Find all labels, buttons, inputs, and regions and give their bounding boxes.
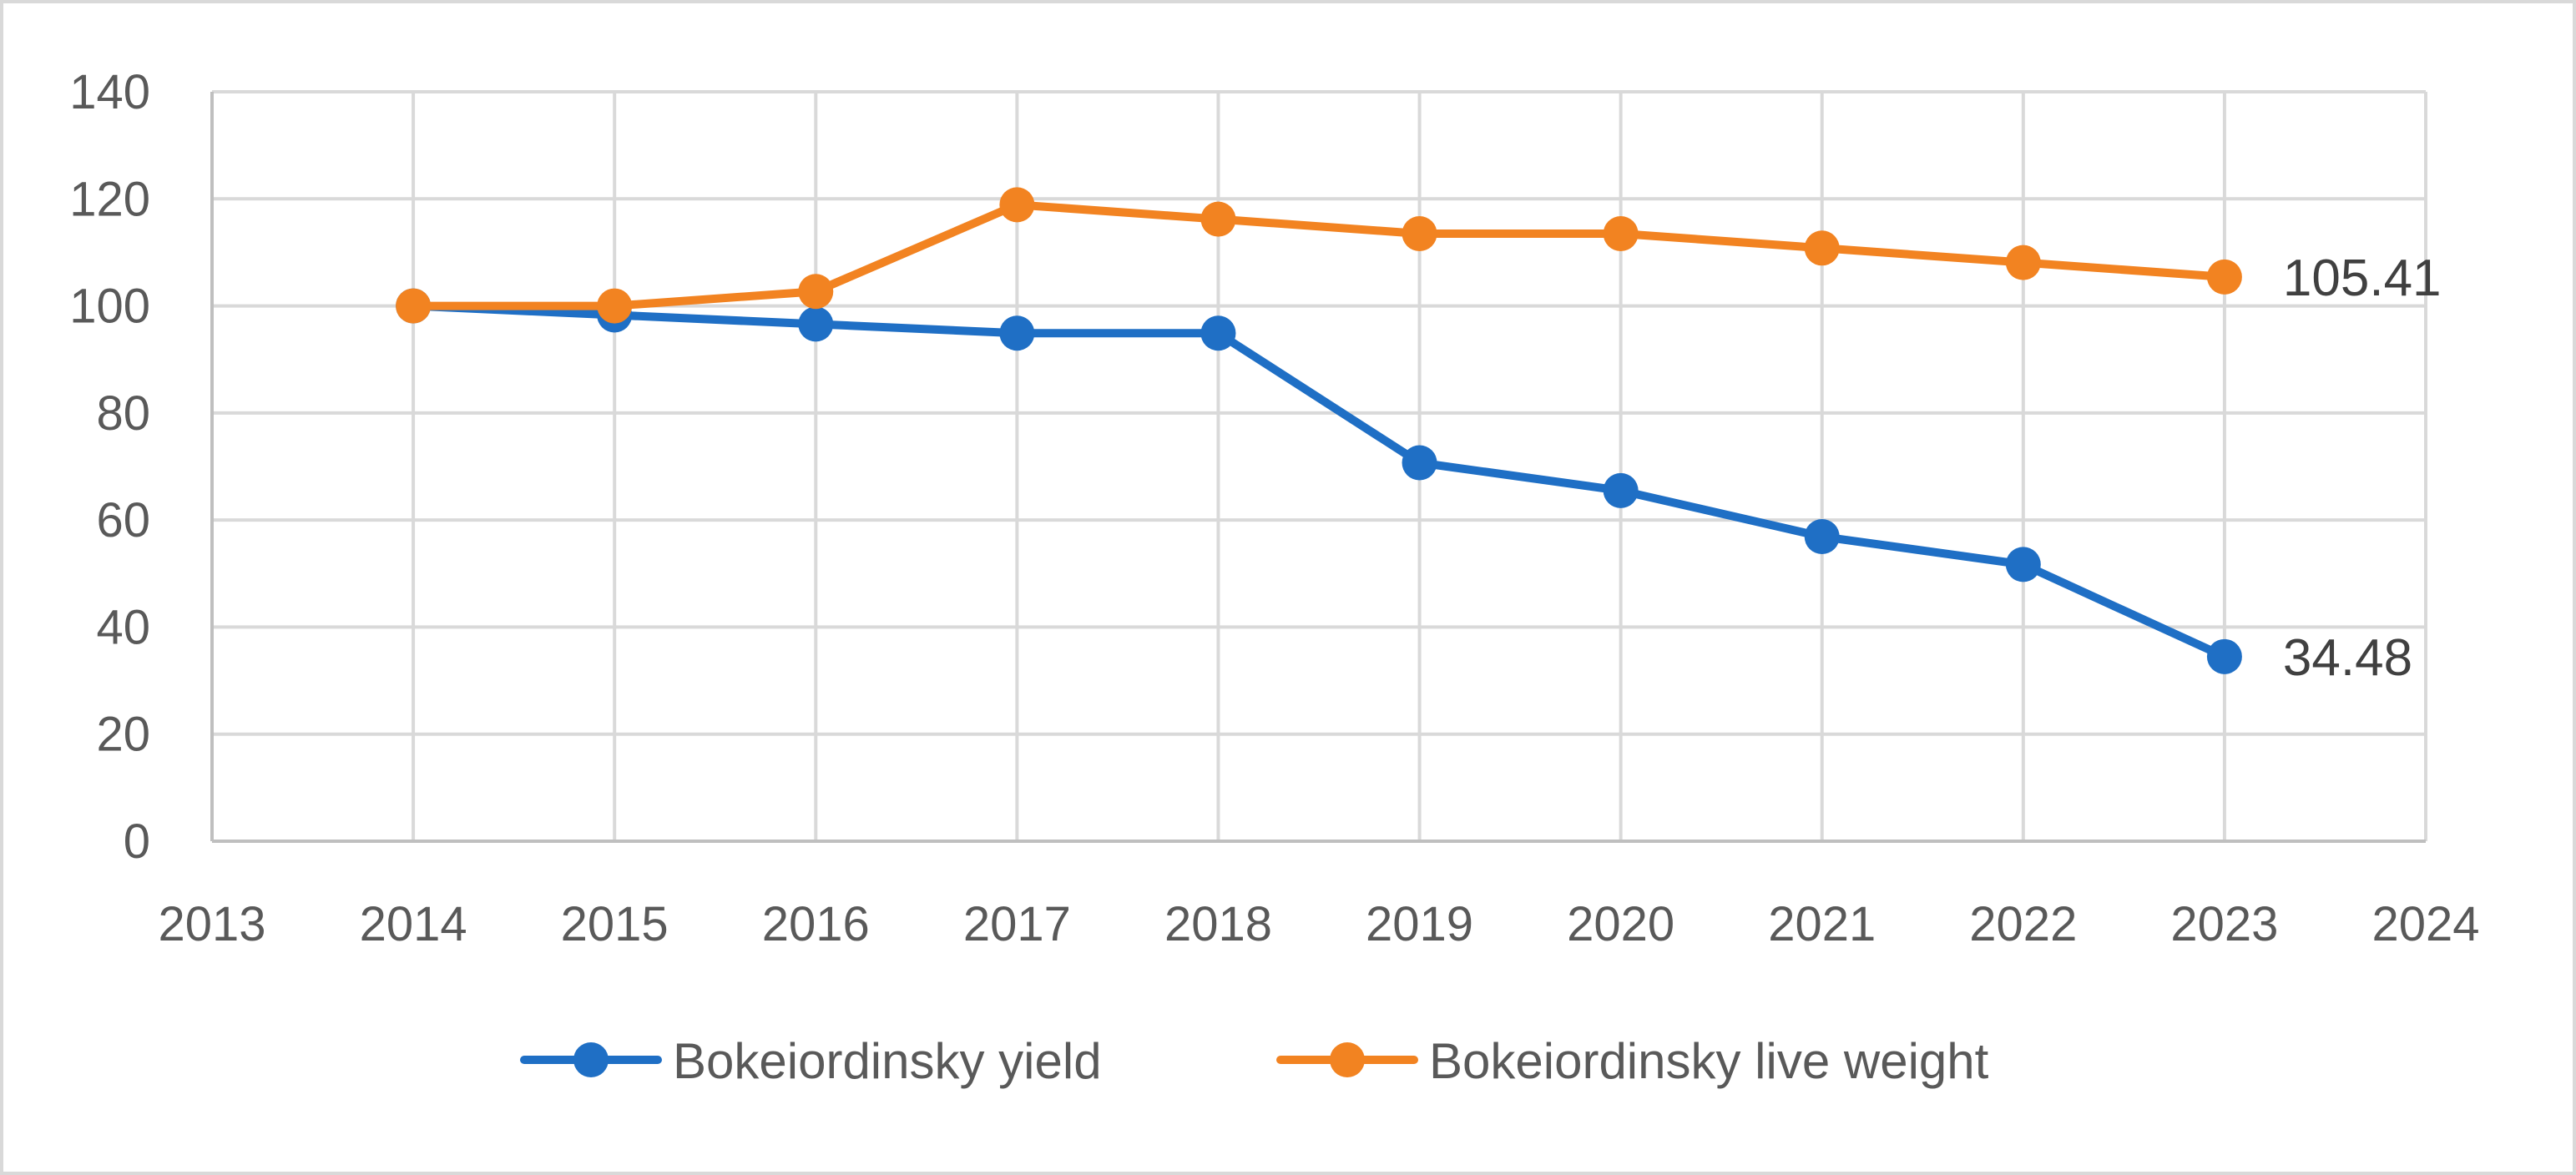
x-tick-label: 2024 (2371, 897, 2479, 951)
data-point (396, 288, 432, 324)
data-point (999, 315, 1035, 351)
y-tick-label: 0 (124, 814, 150, 869)
x-tick-label: 2013 (158, 897, 265, 951)
data-point (1603, 472, 1639, 508)
data-point (999, 187, 1035, 223)
x-tick-label: 2014 (360, 897, 467, 951)
data-point (798, 274, 834, 310)
data-point (597, 288, 633, 324)
x-tick-label: 2021 (1768, 897, 1876, 951)
x-tick-label: 2020 (1567, 897, 1674, 951)
data-point (2206, 638, 2242, 674)
x-tick-label: 2017 (963, 897, 1071, 951)
data-label-0: 34.48 (2283, 629, 2412, 687)
data-point (1402, 445, 1437, 481)
y-tick-label: 120 (69, 172, 150, 226)
y-tick-label: 20 (96, 708, 150, 762)
legend-marker (1330, 1042, 1365, 1077)
data-point (1200, 315, 1236, 351)
x-tick-label: 2019 (1366, 897, 1473, 951)
y-tick-label: 60 (96, 493, 150, 547)
data-labels: 34.48 105.41 (2283, 250, 2442, 687)
data-point (1200, 201, 1236, 237)
data-point (2005, 547, 2041, 582)
data-point (2206, 259, 2242, 295)
data-point (798, 306, 834, 342)
data-point (1603, 215, 1639, 251)
y-tick-label: 140 (69, 65, 150, 119)
x-tick-label: 2023 (2170, 897, 2278, 951)
y-tick-label: 80 (96, 386, 150, 441)
gridlines (212, 90, 2427, 841)
x-tick-label: 2015 (561, 897, 669, 951)
series-line-0 (409, 301, 2229, 661)
legend-label: Bokeiordinsky yield (673, 1033, 1102, 1089)
y-axis-tick-labels: 0 20 40 60 80 100 120 140 (69, 65, 150, 869)
x-tick-label: 2022 (1969, 897, 2077, 951)
y-tick-label: 40 (96, 600, 150, 654)
x-tick-label: 2016 (762, 897, 870, 951)
legend-item-1: Bokeiordinsky live weight (1276, 1033, 1989, 1089)
legend-marker (573, 1042, 609, 1077)
data-point (1804, 519, 1840, 555)
data-point (1804, 230, 1840, 266)
x-tick-label: 2018 (1164, 897, 1272, 951)
data-point (1402, 215, 1437, 251)
legend-item-0: Bokeiordinsky yield (520, 1033, 1102, 1089)
series-line-1 (409, 200, 2229, 310)
legend: Bokeiordinsky yield Bokeiordinsky live we… (520, 1033, 1989, 1089)
data-label-1: 105.41 (2283, 250, 2442, 307)
data-point (2005, 245, 2041, 280)
axes (210, 92, 2426, 843)
legend-label: Bokeiordinsky live weight (1429, 1033, 1989, 1089)
x-axis-tick-labels: 2013 2014 2015 2016 2017 2018 2019 2020 2021 2022… (158, 897, 2479, 951)
y-tick-label: 100 (69, 280, 150, 334)
series (396, 187, 2242, 674)
